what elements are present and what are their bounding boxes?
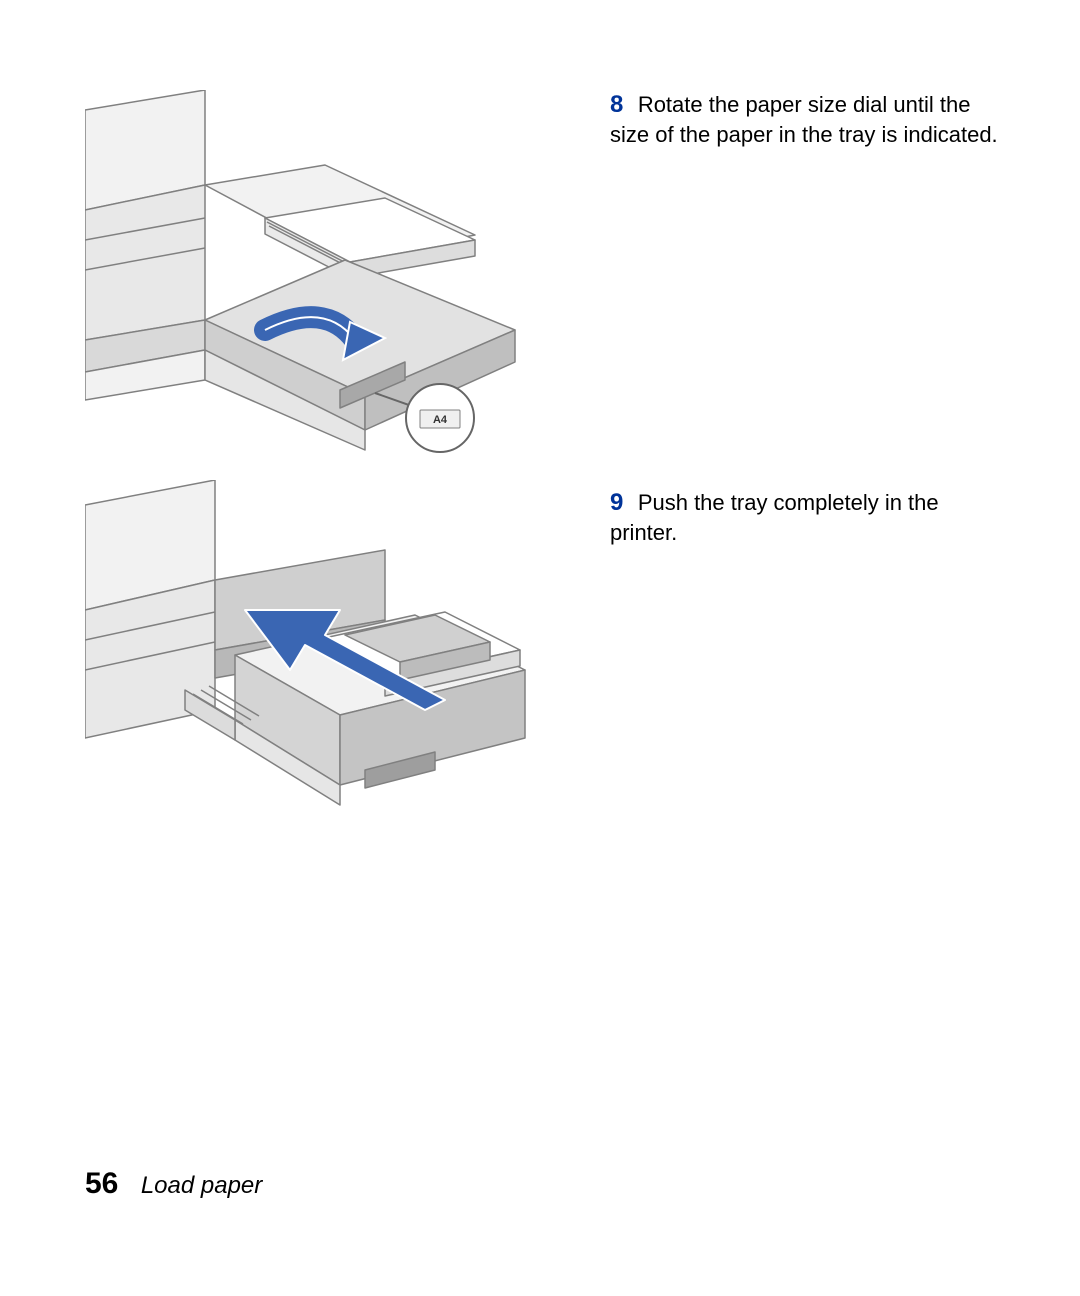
dial-label-text: A4	[433, 414, 448, 426]
illustration-step-8: A4	[85, 90, 545, 460]
page-number: 56	[85, 1167, 118, 1200]
manual-page: A4 8 Rotate the paper size dial until th…	[0, 0, 1080, 1296]
step-8-number: 8	[610, 91, 623, 118]
section-title: Load paper	[141, 1172, 262, 1199]
step-9-text: Push the tray completely in the printer.	[610, 490, 939, 545]
illustration-step-9	[85, 480, 545, 850]
step-9: 9 Push the tray completely in the printe…	[610, 488, 1010, 547]
step-8: 8 Rotate the paper size dial until the s…	[610, 90, 1010, 149]
step-8-text: Rotate the paper size dial until the siz…	[610, 92, 998, 147]
page-footer: 56 Load paper	[85, 1167, 262, 1201]
step-9-number: 9	[610, 489, 623, 516]
